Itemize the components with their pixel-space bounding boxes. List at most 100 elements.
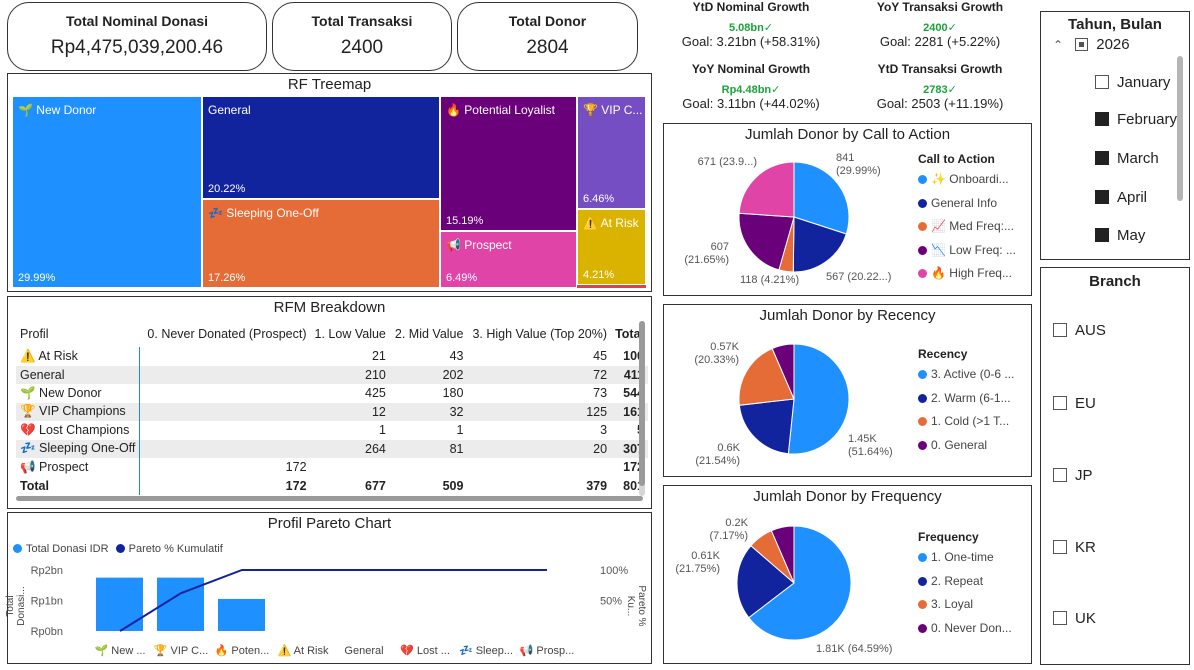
branch-item-aus[interactable]: AUS <box>1053 322 1106 339</box>
table-cell: 180 <box>442 386 464 401</box>
table-cell: 3 <box>600 423 608 438</box>
branch-item-uk[interactable]: UK <box>1053 610 1096 627</box>
legend-item[interactable]: 0. General <box>918 438 1030 462</box>
month-checkbox[interactable] <box>1095 190 1109 204</box>
branch-checkbox[interactable] <box>1053 323 1067 337</box>
legend-item[interactable]: 3. Loyal <box>918 597 1030 621</box>
month-item-march[interactable]: March <box>1095 150 1159 167</box>
table-row[interactable]: 🏆 VIP Champions 12 32 125 161 <box>16 402 648 421</box>
col-header[interactable]: Profil <box>20 327 49 341</box>
table-row[interactable]: General 210 202 72 411 <box>16 365 648 384</box>
pie-slice[interactable] <box>738 398 795 455</box>
year-row[interactable]: ⌃ 2026 <box>1053 36 1130 53</box>
pie-slice[interactable] <box>738 212 795 271</box>
treemap-tile-general[interactable]: General 20.22% <box>202 96 440 199</box>
pareto-bar[interactable] <box>218 598 265 631</box>
table-row[interactable]: 🌱 New Donor 425 180 73 544 <box>16 384 648 403</box>
year-checkbox[interactable] <box>1075 38 1089 51</box>
pie-slice[interactable] <box>792 216 847 273</box>
month-checkbox[interactable] <box>1095 75 1109 89</box>
col-header[interactable]: 0. Never Donated (Prospect) <box>147 327 307 341</box>
legend-item[interactable]: General Info <box>918 196 1030 220</box>
table-cell: 100 <box>623 349 644 364</box>
vertical-scrollbar[interactable] <box>639 321 645 496</box>
treemap-tile-sleeping[interactable]: 💤 Sleeping One-Off 17.26% <box>202 199 440 288</box>
treemap-tile-prospect[interactable]: 📢 Prospect 6.49% <box>440 231 577 288</box>
col-header[interactable]: Total <box>615 327 644 341</box>
pie-slice[interactable] <box>787 343 850 455</box>
pie-slice[interactable] <box>738 161 795 218</box>
table-cell: 21 <box>371 349 386 364</box>
month-slicer: Tahun, Bulan ⌃ 2026 January February Mar… <box>1040 11 1190 260</box>
growth-ytd-nominal: YtD Nominal Growth 5.08bn✓ Goal: 3.21bn … <box>666 0 836 49</box>
treemap-tile-new-donor[interactable]: 🌱 New Donor 29.99% <box>12 96 202 288</box>
chevron-up-icon[interactable]: ⌃ <box>1053 38 1064 52</box>
table-cell <box>139 439 311 458</box>
legend-item[interactable]: 🔥 High Freq... <box>918 266 1030 290</box>
legend-item[interactable]: 📈 Med Freq:... <box>918 219 1030 243</box>
table-cell: 20 <box>467 439 612 458</box>
treemap-tile-potential-loyalist[interactable]: 🔥 Potential Loyalist 15.19% <box>440 96 577 231</box>
growth-goal: Goal: 2281 (+5.22%) <box>879 34 1001 49</box>
month-item-april[interactable]: April <box>1095 189 1147 206</box>
table-row[interactable]: 💤 Sleeping One-Off 264 81 20 307 <box>16 439 648 458</box>
month-item-january[interactable]: January <box>1095 74 1170 91</box>
pie-slice[interactable] <box>771 343 795 400</box>
table-cell <box>467 458 611 477</box>
col-header[interactable]: 2. Mid Value <box>394 327 464 341</box>
treemap-tile-at-risk[interactable]: ⚠️ At Risk 4.21% <box>577 209 646 285</box>
month-checkbox[interactable] <box>1095 228 1109 242</box>
legend-item[interactable]: 1. Cold (>1 T... <box>918 414 1030 438</box>
branch-checkbox[interactable] <box>1053 396 1067 410</box>
pie-slice[interactable] <box>770 525 795 584</box>
slicer-scrollbar[interactable] <box>1177 56 1183 201</box>
kpi-value: 2400 <box>340 37 384 58</box>
branch-checkbox[interactable] <box>1053 468 1067 482</box>
branch-checkbox[interactable] <box>1053 611 1067 625</box>
col-header[interactable]: 1. Low Value <box>314 327 386 341</box>
treemap-tile-vip[interactable]: 🏆 VIP C... 6.46% <box>577 96 646 209</box>
pie-slice[interactable] <box>736 545 795 619</box>
data-label: 1.81K (64.59%) <box>816 643 892 655</box>
legend-item[interactable]: 2. Warm (6-1... <box>918 391 1030 415</box>
panel-title: RF Treemap <box>287 76 372 93</box>
horizontal-scrollbar[interactable] <box>16 496 643 501</box>
treemap-tile-lost[interactable] <box>577 285 646 288</box>
table-header-row: Profil 0. Never Donated (Prospect) 1. Lo… <box>16 321 648 347</box>
legend-item[interactable]: 2. Repeat <box>918 574 1030 598</box>
month-item-may[interactable]: May <box>1095 227 1145 244</box>
branch-item-eu[interactable]: EU <box>1053 395 1096 412</box>
month-checkbox[interactable] <box>1095 151 1109 165</box>
pie-slice[interactable] <box>793 161 850 235</box>
legend-item[interactable]: 0. Never Don... <box>918 621 1030 645</box>
month-item-february[interactable]: February <box>1095 111 1177 128</box>
x-tick-label: 📢 Prosp... <box>520 644 575 657</box>
table-row[interactable]: ⚠️ At Risk 21 43 45 100 <box>16 347 648 366</box>
branch-checkbox[interactable] <box>1053 540 1067 554</box>
legend-item[interactable]: 📉 Low Freq: ... <box>918 243 1030 267</box>
month-checkbox[interactable] <box>1095 112 1109 126</box>
table-cell: 425 <box>365 386 386 401</box>
col-header[interactable]: 3. High Value (Top 20%) <box>472 327 608 341</box>
branch-item-kr[interactable]: KR <box>1053 539 1096 556</box>
pie-slice[interactable] <box>738 347 795 406</box>
tile-pct: 6.49% <box>446 272 478 284</box>
pareto-bar[interactable] <box>96 577 143 631</box>
table-cell <box>139 365 311 384</box>
scrollbar-thumb[interactable] <box>639 321 645 486</box>
y-tick-right: 50% <box>600 596 622 608</box>
pie-slice[interactable] <box>748 525 852 641</box>
legend-item[interactable]: 1. One-time <box>918 550 1030 574</box>
table-cell: 202 <box>389 365 468 384</box>
table-total-row[interactable]: Total 172 677 509 379 801 <box>16 476 648 495</box>
legend-item[interactable]: 3. Active (0-6 ... <box>918 367 1030 391</box>
frequency-legend: Frequency 1. One-time 2. Repeat 3. Loyal… <box>918 530 1030 644</box>
kpi-value: 2804 <box>526 37 569 58</box>
data-label: 0.61K (21.75%) <box>675 550 720 575</box>
branch-item-jp[interactable]: JP <box>1053 467 1093 484</box>
table-cell: 677 <box>365 478 386 493</box>
kpi-total-nominal: Total Nominal Donasi Rp4,475,039,200.46 <box>7 2 267 71</box>
table-row[interactable]: 💔 Lost Champions1135 <box>16 421 648 440</box>
table-row[interactable]: 📢 Prospect 172 172 <box>16 458 648 477</box>
legend-item[interactable]: ✨ Onboardi... <box>918 172 1030 196</box>
